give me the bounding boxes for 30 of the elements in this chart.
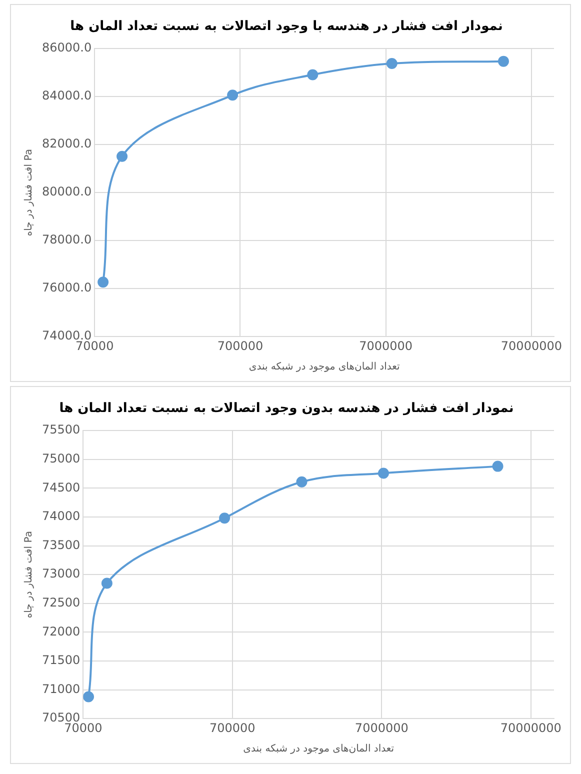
y-tick-label: 84000.0 xyxy=(42,88,92,103)
x-axis-title: تعداد المان‌های موجود در شبکه بندی xyxy=(248,362,400,373)
x-tick-label: 70000 xyxy=(64,720,102,735)
y-tick-label: 75000 xyxy=(42,452,80,466)
y-tick-label: 72500 xyxy=(42,596,80,610)
y-tick-label: 71000 xyxy=(42,682,80,696)
y-tick-label: 75500 xyxy=(42,422,80,437)
y-tick-label: 80000.0 xyxy=(42,184,92,199)
x-tick-label: 700000 xyxy=(210,720,256,735)
y-tick-label: 82000.0 xyxy=(42,136,92,151)
y-tick-label: 76000.0 xyxy=(42,280,92,295)
x-tick-label: 7000000 xyxy=(359,338,413,353)
y-tick-label: 72000 xyxy=(42,624,80,638)
x-tick-label: 70000000 xyxy=(500,338,562,353)
x-tick-label: 70000 xyxy=(76,338,114,353)
y-tick-label: 71500 xyxy=(42,653,80,668)
y-tick-label: 73000 xyxy=(42,566,80,581)
y-tick-label: 73500 xyxy=(42,538,80,552)
x-tick-label: 70000000 xyxy=(500,720,562,735)
y-tick-label: 86000.0 xyxy=(42,40,92,55)
chart-title: نمودار افت فشار در هندسه با وجود اتصالات به نسبت تعداد المان ها xyxy=(70,19,503,34)
chart-title: نمودار افت فشار در هندسه بدون وجود اتصالات به نسبت تعداد المان ها xyxy=(59,401,514,416)
y-tick-label: 78000.0 xyxy=(42,232,92,247)
x-axis-title: تعداد المان‌های موجود در شبکه بندی xyxy=(243,744,394,755)
x-tick-label: 7000000 xyxy=(354,720,408,735)
y-tick-label: 74500 xyxy=(42,480,80,494)
y-tick-label: 74000 xyxy=(42,509,80,524)
x-tick-label: 700000 xyxy=(217,338,264,353)
y-axis-title: افت فشار در چاه Pa xyxy=(24,149,35,236)
y-axis-title: افت فشار در چاه Pa xyxy=(24,531,35,618)
